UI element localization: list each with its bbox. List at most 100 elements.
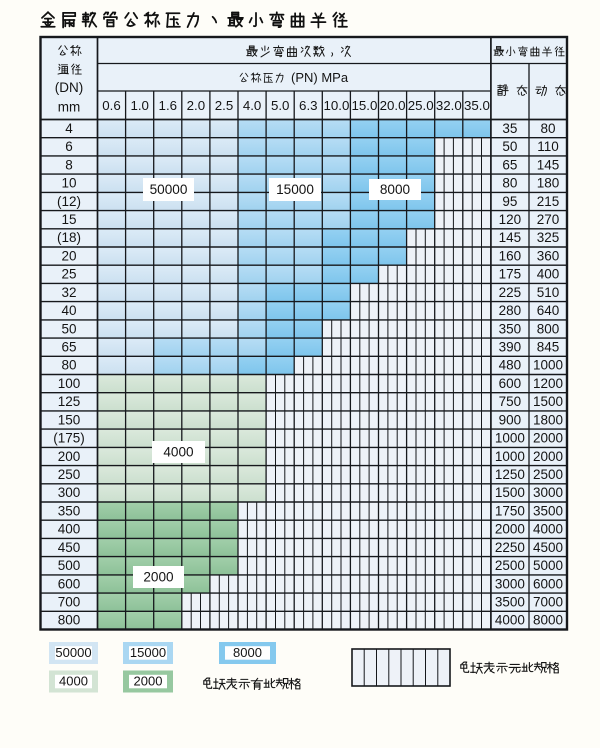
svg-text:6.3: 6.3	[299, 98, 318, 113]
svg-text:125: 125	[58, 394, 81, 409]
svg-text:750: 750	[499, 394, 522, 409]
svg-text:50000: 50000	[150, 182, 188, 197]
svg-text:600: 600	[499, 376, 522, 391]
svg-text:2.0: 2.0	[187, 98, 206, 113]
svg-text:250: 250	[58, 467, 81, 482]
svg-text:20: 20	[61, 248, 76, 263]
svg-text:225: 225	[499, 285, 522, 300]
svg-text:145: 145	[499, 230, 522, 245]
svg-text:95: 95	[502, 194, 517, 209]
svg-text:160: 160	[499, 248, 522, 263]
svg-text:7000: 7000	[533, 595, 563, 610]
svg-text:2000: 2000	[533, 431, 563, 446]
svg-text:2000: 2000	[533, 449, 563, 464]
svg-text:80: 80	[502, 176, 517, 191]
svg-text:4000: 4000	[533, 522, 563, 537]
svg-text:(18): (18)	[57, 230, 81, 245]
svg-text:40: 40	[61, 303, 76, 318]
svg-text:180: 180	[537, 176, 560, 191]
svg-text:(PN) MPa: (PN) MPa	[291, 70, 349, 85]
svg-text:25: 25	[61, 267, 76, 282]
svg-text:145: 145	[537, 157, 560, 172]
svg-text:900: 900	[499, 412, 522, 427]
svg-text:400: 400	[537, 267, 560, 282]
svg-text:35: 35	[502, 121, 517, 136]
svg-text:32.0: 32.0	[436, 98, 462, 113]
svg-text:1000: 1000	[495, 431, 525, 446]
svg-text:25.0: 25.0	[408, 98, 434, 113]
svg-text:5.0: 5.0	[271, 98, 290, 113]
svg-text:325: 325	[537, 230, 560, 245]
svg-text:1.0: 1.0	[130, 98, 149, 113]
svg-text:35.0: 35.0	[464, 98, 490, 113]
svg-text:280: 280	[499, 303, 522, 318]
svg-text:350: 350	[499, 321, 522, 336]
svg-text:1.6: 1.6	[159, 98, 178, 113]
svg-text:200: 200	[58, 449, 81, 464]
svg-text:80: 80	[540, 121, 555, 136]
svg-text:32: 32	[61, 285, 76, 300]
svg-text:110: 110	[537, 139, 559, 154]
svg-text:8000: 8000	[380, 182, 411, 197]
svg-text:1800: 1800	[533, 412, 563, 427]
svg-text:215: 215	[537, 194, 560, 209]
svg-text:4.0: 4.0	[243, 98, 262, 113]
svg-text:510: 510	[537, 285, 560, 300]
svg-text:80: 80	[61, 358, 76, 373]
svg-text:4000: 4000	[59, 674, 88, 689]
svg-text:4000: 4000	[495, 613, 525, 628]
svg-text:500: 500	[58, 558, 81, 573]
svg-text:3500: 3500	[533, 503, 563, 518]
svg-text:480: 480	[499, 358, 522, 373]
svg-text:3500: 3500	[495, 595, 525, 610]
svg-text:15000: 15000	[276, 182, 314, 197]
svg-text:mm: mm	[58, 99, 81, 114]
svg-text:1250: 1250	[495, 467, 525, 482]
svg-text:(12): (12)	[57, 194, 81, 209]
svg-text:65: 65	[61, 340, 76, 355]
svg-text:640: 640	[537, 303, 560, 318]
svg-text:2000: 2000	[134, 674, 163, 689]
svg-text:0.6: 0.6	[102, 98, 121, 113]
svg-text:50000: 50000	[55, 645, 91, 660]
svg-text:2000: 2000	[495, 522, 525, 537]
svg-text:20.0: 20.0	[380, 98, 406, 113]
svg-text:4: 4	[65, 121, 73, 136]
svg-text:600: 600	[58, 576, 81, 591]
svg-text:3000: 3000	[495, 576, 525, 591]
svg-text:65: 65	[502, 157, 517, 172]
svg-text:150: 150	[58, 412, 81, 427]
svg-text:2.5: 2.5	[215, 98, 234, 113]
svg-text:700: 700	[58, 595, 81, 610]
svg-text:10.0: 10.0	[323, 98, 349, 113]
svg-text:800: 800	[58, 613, 81, 628]
svg-text:2500: 2500	[495, 558, 525, 573]
svg-text:2000: 2000	[143, 569, 174, 584]
svg-text:845: 845	[537, 340, 560, 355]
svg-text:1000: 1000	[495, 449, 525, 464]
svg-text:1500: 1500	[495, 485, 525, 500]
svg-text:(DN): (DN)	[55, 80, 84, 95]
svg-text:800: 800	[537, 321, 560, 336]
svg-text:15000: 15000	[130, 645, 166, 660]
svg-text:2250: 2250	[495, 540, 525, 555]
svg-text:1200: 1200	[533, 376, 563, 391]
svg-text:50: 50	[61, 321, 76, 336]
svg-text:175: 175	[499, 267, 522, 282]
svg-text:400: 400	[58, 522, 81, 537]
svg-text:270: 270	[537, 212, 560, 227]
svg-text:390: 390	[499, 340, 522, 355]
svg-text:4500: 4500	[533, 540, 563, 555]
svg-text:350: 350	[58, 503, 81, 518]
svg-text:10: 10	[61, 176, 76, 191]
svg-text:300: 300	[58, 485, 81, 500]
svg-text:1000: 1000	[533, 358, 563, 373]
svg-text:4000: 4000	[163, 444, 194, 459]
svg-text:6: 6	[65, 139, 73, 154]
svg-text:8000: 8000	[233, 645, 262, 660]
svg-text:360: 360	[537, 248, 560, 263]
svg-text:8: 8	[65, 157, 73, 172]
svg-text:1750: 1750	[495, 503, 525, 518]
svg-text:15.0: 15.0	[351, 98, 377, 113]
svg-text:6000: 6000	[533, 576, 563, 591]
